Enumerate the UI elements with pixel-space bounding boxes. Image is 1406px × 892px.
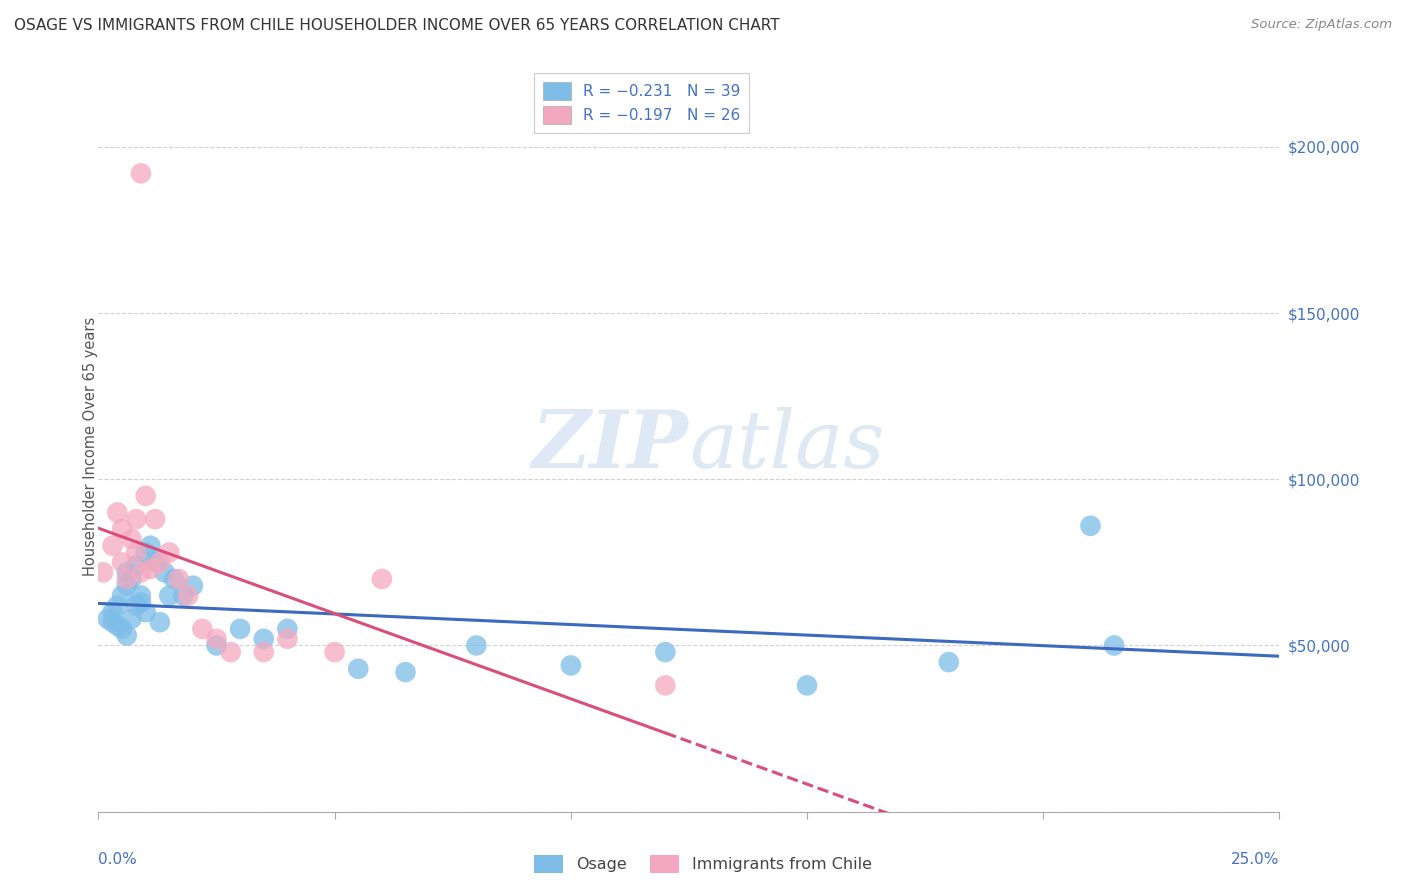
Point [101,615,124,630]
Point [97,612,120,626]
Point [115,572,138,586]
Point [139,539,162,553]
Point [191,622,214,636]
Point [172,589,194,603]
Point [560,658,582,673]
Point [371,572,394,586]
Point [205,639,228,653]
Point [1102,639,1125,653]
Point [101,539,124,553]
Point [125,558,148,573]
Point [323,645,346,659]
Point [1080,518,1102,533]
Text: 0.0%: 0.0% [98,852,138,867]
Point [157,589,180,603]
Point [105,599,128,613]
Point [125,545,148,559]
Text: ZIP: ZIP [531,408,689,484]
Point [149,615,172,630]
Point [101,605,124,619]
Point [153,566,176,580]
Point [121,532,143,546]
Legend: R = −0.231   N = 39, R = −0.197   N = 26: R = −0.231 N = 39, R = −0.197 N = 26 [534,73,749,133]
Point [105,618,128,632]
Point [143,512,166,526]
Point [157,545,180,559]
Text: atlas: atlas [689,408,884,484]
Point [125,599,148,613]
Point [129,166,152,180]
Point [177,589,200,603]
Point [276,622,298,636]
Point [125,512,148,526]
Text: 25.0%: 25.0% [1232,852,1279,867]
Point [181,579,204,593]
Point [654,678,676,692]
Point [276,632,298,646]
Text: Source: ZipAtlas.com: Source: ZipAtlas.com [1251,18,1392,31]
Point [229,622,252,636]
Text: OSAGE VS IMMIGRANTS FROM CHILE HOUSEHOLDER INCOME OVER 65 YEARS CORRELATION CHAR: OSAGE VS IMMIGRANTS FROM CHILE HOUSEHOLD… [14,18,780,33]
Point [167,572,190,586]
Point [121,612,143,626]
Point [115,579,138,593]
Point [111,522,134,536]
Y-axis label: Householder Income Over 65 years: Householder Income Over 65 years [83,317,97,575]
Point [105,506,128,520]
Point [129,566,152,580]
Point [121,572,143,586]
Point [111,622,134,636]
Point [111,555,134,569]
Point [115,566,138,580]
Point [143,555,166,569]
Point [796,678,818,692]
Point [938,655,960,669]
Point [135,489,157,503]
Point [149,555,172,569]
Point [135,605,157,619]
Point [654,645,676,659]
Point [219,645,242,659]
Point [129,589,152,603]
Point [135,545,157,559]
Point [347,662,370,676]
Point [253,645,276,659]
Point [205,632,228,646]
Point [253,632,276,646]
Point [91,566,114,580]
Point [111,589,134,603]
Point [163,572,186,586]
Point [465,639,488,653]
Point [115,628,138,642]
Point [139,562,162,576]
Legend: Osage, Immigrants from Chile: Osage, Immigrants from Chile [527,848,879,880]
Point [394,665,416,679]
Point [129,595,152,609]
